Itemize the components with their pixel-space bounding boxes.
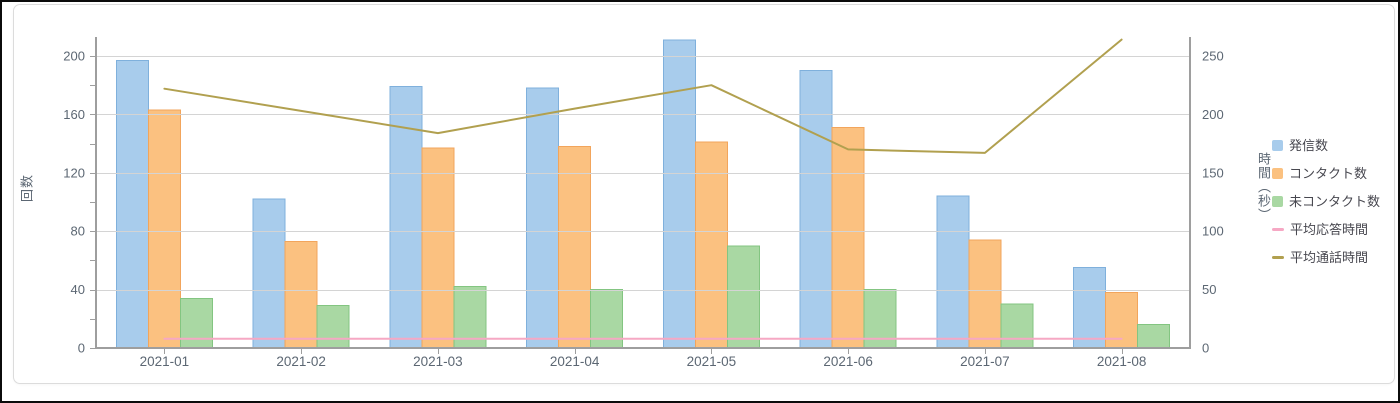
bar-未コンタクト数-2021-05[interactable] (726, 245, 760, 349)
legend-label: 平均応答時間 (1290, 221, 1369, 237)
x-axis-label-2021-08: 2021-08 (1097, 354, 1147, 369)
legend-swatch-square (1272, 195, 1283, 207)
legend-label: 発信数 (1289, 137, 1329, 153)
left-axis-tick-label-120: 120 (63, 165, 85, 180)
left-axis-tick-label-200: 200 (63, 49, 85, 64)
legend-label: 未コンタクト数 (1289, 193, 1381, 209)
bar-コンタクト数-2021-03[interactable] (421, 147, 455, 349)
legend-item-平均通話時間[interactable]: 平均通話時間 (1272, 243, 1380, 271)
x-axis-label-2021-04: 2021-04 (550, 354, 600, 369)
legend-swatch-line (1272, 227, 1284, 231)
bar-コンタクト数-2021-01[interactable] (147, 109, 181, 349)
left-axis-tick-label-80: 80 (71, 224, 85, 239)
bar-コンタクト数-2021-02[interactable] (284, 240, 318, 349)
legend: 発信数コンタクト数 未コンタクト数 平均応答時間 平均通話時間 (1272, 131, 1380, 271)
bar-コンタクト数-2021-06[interactable] (831, 127, 865, 349)
bar-未コンタクト数-2021-08[interactable] (1137, 324, 1171, 349)
right-axis-tick-label-50: 50 (1202, 282, 1216, 297)
bar-発信数-2021-08[interactable] (1073, 267, 1107, 349)
legend-label: 平均通話時間 (1290, 249, 1369, 265)
bar-未コンタクト数-2021-02[interactable] (316, 305, 350, 349)
left-axis-tick-label-40: 40 (71, 282, 85, 297)
x-axis-label-2021-02: 2021-02 (276, 354, 326, 369)
x-axis-label-2021-06: 2021-06 (823, 354, 873, 369)
legend-swatch-square (1272, 167, 1283, 179)
x-axis-label-2021-07: 2021-07 (960, 354, 1010, 369)
bar-発信数-2021-02[interactable] (252, 198, 286, 349)
right-axis-tick-label-150: 150 (1202, 165, 1224, 180)
right-axis-tick-label-250: 250 (1202, 49, 1224, 64)
legend-swatch-line (1272, 255, 1284, 259)
right-axis-title: 時間（秒） (1256, 152, 1271, 222)
x-axis-label-2021-05: 2021-05 (687, 354, 737, 369)
bar-発信数-2021-07[interactable] (936, 195, 970, 349)
bar-発信数-2021-05[interactable] (662, 39, 696, 349)
legend-label: コンタクト数 (1289, 165, 1368, 181)
bar-発信数-2021-06[interactable] (799, 70, 833, 349)
bar-コンタクト数-2021-05[interactable] (694, 141, 728, 349)
x-axis-label-2021-03: 2021-03 (413, 354, 463, 369)
left-axis-title: 回数 (19, 173, 35, 203)
bar-発信数-2021-01[interactable] (115, 59, 149, 349)
legend-swatch-square (1272, 139, 1283, 151)
bar-コンタクト数-2021-07[interactable] (968, 239, 1002, 349)
right-axis-tick-label-0: 0 (1202, 341, 1209, 356)
bar-発信数-2021-04[interactable] (526, 87, 560, 349)
bar-コンタクト数-2021-04[interactable] (558, 146, 592, 349)
legend-item-コンタクト数[interactable]: コンタクト数 (1272, 159, 1380, 187)
x-axis-label-2021-01: 2021-01 (140, 354, 190, 369)
line-平均通話時間[interactable] (163, 38, 1123, 154)
legend-item-未コンタクト数[interactable]: 未コンタクト数 (1272, 187, 1380, 215)
left-axis-tick-label-0: 0 (78, 341, 85, 356)
right-axis-tick-label-200: 200 (1202, 107, 1224, 122)
right-axis-tick-label-100: 100 (1202, 224, 1224, 239)
legend-item-発信数[interactable]: 発信数 (1272, 131, 1380, 159)
left-axis-tick-label-160: 160 (63, 107, 85, 122)
bar-未コンタクト数-2021-01[interactable] (179, 297, 213, 349)
bar-未コンタクト数-2021-07[interactable] (1000, 303, 1034, 349)
legend-item-平均応答時間[interactable]: 平均応答時間 (1272, 215, 1380, 243)
